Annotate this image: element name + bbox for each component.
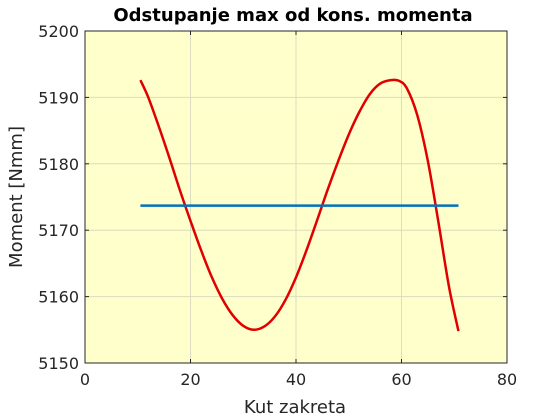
series-line-1	[139, 78, 460, 332]
axis-ticks: 0 20 40 60 80 5150 5160 5170 5180 5190 5200	[38, 22, 517, 389]
x-tick-label: 80	[497, 370, 517, 389]
y-tick-label: 5160	[38, 288, 79, 307]
x-tick-label: 20	[180, 370, 200, 389]
y-tick-label: 5150	[38, 354, 79, 373]
x-tick-label: 60	[391, 370, 411, 389]
x-tick-label: 40	[286, 370, 306, 389]
x-tick-label: 0	[80, 370, 90, 389]
y-axis-label: Moment [Nmm]	[6, 126, 27, 268]
series-layer	[139, 78, 460, 332]
chart-title: Odstupanje max od kons. momenta	[113, 5, 472, 26]
y-tick-label: 5170	[38, 221, 79, 240]
y-tick-label: 5200	[38, 22, 79, 41]
y-tick-label: 5190	[38, 88, 79, 107]
x-axis-label: Kut zakreta	[244, 397, 346, 418]
y-tick-label: 5180	[38, 155, 79, 174]
